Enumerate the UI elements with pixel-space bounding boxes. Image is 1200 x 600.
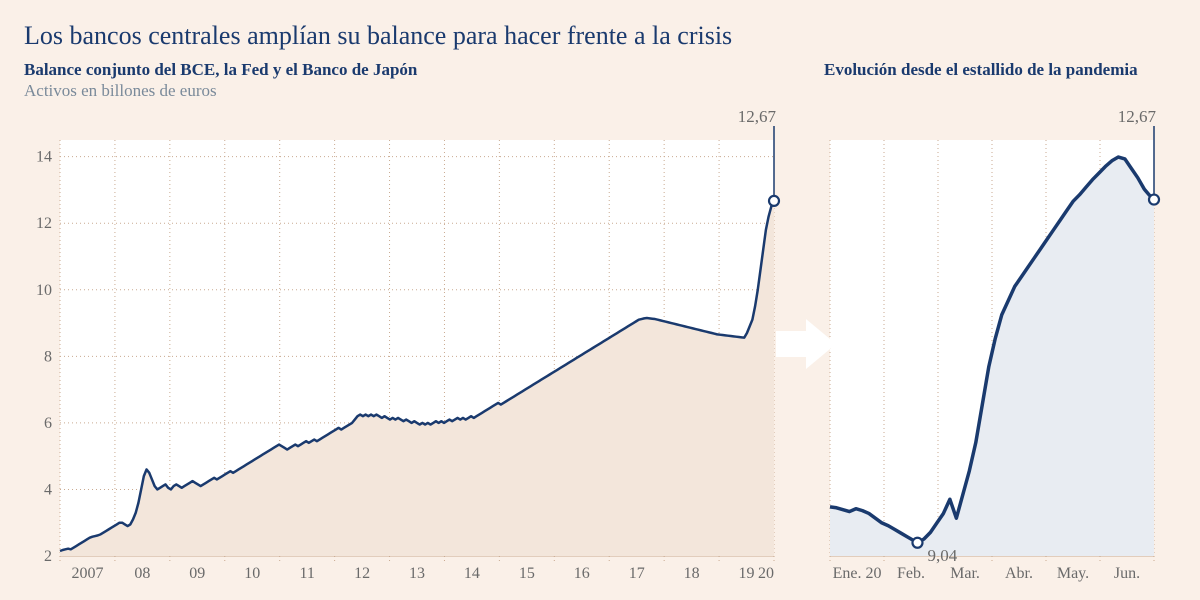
svg-text:Ene. 20: Ene. 20 xyxy=(833,565,882,582)
left-description: Activos en billones de euros xyxy=(24,80,784,101)
left-chart-svg: 2 4 6 8 10 12 14 2007 08 09 10 11 12 13 14 15 16 17 18 1920… xyxy=(24,108,784,586)
svg-text:10: 10 xyxy=(36,281,52,298)
chart-right-panel: Evolución desde el estallido de la pande… xyxy=(824,59,1164,589)
svg-text:18: 18 xyxy=(684,565,700,582)
svg-text:12: 12 xyxy=(354,565,370,582)
left-chart-area: 2 4 6 8 10 12 14 2007 08 09 10 11 12 13 14 15 16 17 18 1920… xyxy=(24,108,784,590)
svg-text:9,04: 9,04 xyxy=(927,545,957,564)
right-chart-area: Ene. 20 Feb. Mar. Abr. May. Jun. 9,04 12,67 xyxy=(824,108,1164,590)
svg-text:6: 6 xyxy=(44,415,52,432)
svg-text:12: 12 xyxy=(36,215,52,232)
arrow-connector xyxy=(776,319,836,369)
svg-text:Mar.: Mar. xyxy=(950,565,980,582)
main-title: Los bancos centrales amplían su balance … xyxy=(24,20,1176,51)
svg-text:Feb.: Feb. xyxy=(897,565,925,582)
charts-row: Balance conjunto del BCE, la Fed y el Ba… xyxy=(24,59,1176,589)
svg-text:12,67: 12,67 xyxy=(1118,108,1157,126)
right-subtitle: Evolución desde el estallido de la pande… xyxy=(824,59,1164,80)
svg-text:2007: 2007 xyxy=(71,565,103,582)
svg-text:14: 14 xyxy=(36,148,52,165)
chart-left-panel: Balance conjunto del BCE, la Fed y el Ba… xyxy=(24,59,784,589)
arrow-icon xyxy=(776,319,836,369)
svg-text:08: 08 xyxy=(134,565,150,582)
svg-text:May.: May. xyxy=(1057,565,1089,582)
svg-text:11: 11 xyxy=(299,565,314,582)
svg-text:13: 13 xyxy=(409,565,425,582)
svg-text:Jun.: Jun. xyxy=(1114,565,1140,582)
svg-text:12,67: 12,67 xyxy=(738,108,777,126)
chart-container: Los bancos centrales amplían su balance … xyxy=(0,0,1200,600)
svg-text:20: 20 xyxy=(758,565,774,582)
svg-text:15: 15 xyxy=(519,565,535,582)
svg-text:09: 09 xyxy=(189,565,205,582)
right-chart-svg: Ene. 20 Feb. Mar. Abr. May. Jun. 9,04 12,67 xyxy=(824,108,1164,586)
svg-text:Abr.: Abr. xyxy=(1005,565,1033,582)
svg-text:8: 8 xyxy=(44,348,52,365)
svg-text:10: 10 xyxy=(244,565,260,582)
svg-text:16: 16 xyxy=(574,565,590,582)
svg-text:14: 14 xyxy=(464,565,480,582)
left-subtitle: Balance conjunto del BCE, la Fed y el Ba… xyxy=(24,59,784,80)
svg-text:17: 17 xyxy=(629,565,645,582)
svg-text:19: 19 xyxy=(739,565,755,582)
svg-text:2: 2 xyxy=(44,548,52,565)
right-spacer xyxy=(824,80,1164,101)
svg-text:4: 4 xyxy=(44,481,52,498)
